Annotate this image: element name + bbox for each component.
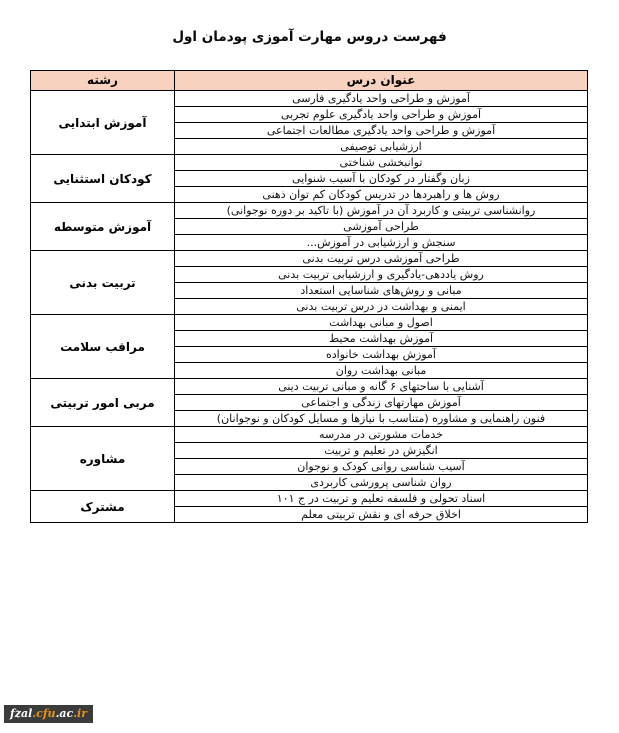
course-title-cell: سنجش و ارزشیابی در آموزش... [174,234,588,251]
course-title-cell: توانبخشی شناختی [174,154,588,171]
table-row: اصول و مبانی بهداشت مراقب سلامت [30,314,588,379]
course-title-cell: اخلاق حرفه ای و نقش تربیتی معلم [174,506,588,523]
course-title-cell: اسناد تحولی و فلسفه تعلیم و تربیت در ج ۱… [174,490,588,507]
course-title-cell: طراحی آموزشی [174,218,588,235]
table-row: روانشناسی تربیتی و کاربرد آن در آموزش (ب… [30,202,588,251]
watermark-part-4: .ir [73,707,88,720]
course-title-cell: آموزش مهارتهای زندگی و اجتماعی [174,394,588,411]
courses-table-container: عنوان درس رشته آموزش و طراحی واحد یادگیر… [30,70,588,523]
watermark-part-2: .cfu [32,707,56,720]
table-row: روش ها و راهبردها در تدریس کودکان کم توا… [31,186,588,203]
course-title-cell: طراحی آموزشی درس تربیت بدنی [174,250,588,267]
table-row: اخلاق حرفه ای و نقش تربیتی معلم [31,506,588,523]
course-title-cell: روانشناسی تربیتی و کاربرد آن در آموزش (ب… [174,202,588,219]
field-name-cell: کودکان استثنایی [30,154,175,203]
course-title-cell: روان شناسی پرورشی کاربردی [174,474,588,491]
course-title-cell: انگیزش در تعلیم و تربیت [174,442,588,459]
site-watermark: fzal.cfu.ac.ir [4,705,94,723]
field-name-cell: مربی امور تربیتی [30,378,175,427]
course-title-cell: آموزش بهداشت محیط [174,330,588,347]
field-name-cell: تربیت بدنی [30,250,175,315]
course-title-cell: آموزش بهداشت خانواده [174,346,588,363]
table-row: مبانی بهداشت روان [31,362,588,379]
field-name-cell: آموزش ابتدایی [30,90,175,155]
course-title-cell: زبان وگفتار در کودکان با آسیب شنوایی [174,170,588,187]
header-course-title: عنوان درس [174,70,588,91]
table-row: طراحی آموزشی درس تربیت بدنی تربیت بدنی [30,250,588,315]
table-row: آسیب شناسی روانی کودک و نوجوان [31,458,588,475]
course-title-cell: ارزشیابی توصیفی [174,138,588,155]
field-name-cell: مراقب سلامت [30,314,175,379]
course-title-cell: مبانی بهداشت روان [174,362,588,379]
header-field: رشته [30,70,175,91]
course-title-cell: آموزش و طراحی واحد یادگیری مطالعات اجتما… [174,122,588,139]
field-name-cell: مشترک [30,490,175,523]
header-row: عنوان درس رشته [30,70,588,91]
table-row: خدمات مشورتی در مدرسه مشاوره [30,426,588,491]
table-header: عنوان درس رشته [30,70,588,91]
course-title-cell: فنون راهنمایی و مشاوره (متناسب با نیازها… [174,410,588,427]
table-body: آموزش و طراحی واحد یادگیری فارسی آموزش اب… [30,90,588,523]
watermark-part-3: .ac [55,707,74,720]
watermark-part-1: fzal [10,707,33,720]
table-row: آشنایی با ساحتهای ۶ گانه و مبانی تربیت د… [30,378,588,427]
course-title-cell: اصول و مبانی بهداشت [174,314,588,331]
table-row: روان شناسی پرورشی کاربردی [31,474,588,491]
course-title-cell: ایمنی و بهداشت در درس تربیت بدنی [174,298,588,315]
field-name-cell: آموزش متوسطه [30,202,175,251]
course-title-cell: آسیب شناسی روانی کودک و نوجوان [174,458,588,475]
course-title-cell: روش یاددهی-یادگیری و ارزشیابی تربیت بدنی [174,266,588,283]
course-title-cell: مبانی و روش‌های شناسایی استعداد [174,282,588,299]
field-name-cell: مشاوره [30,426,175,491]
table-row: توانبخشی شناختی کودکان استثنایی [30,154,588,203]
course-title-cell: خدمات مشورتی در مدرسه [174,426,588,443]
table-row: آموزش و طراحی واحد یادگیری فارسی آموزش اب… [30,90,588,155]
course-title-cell: آشنایی با ساحتهای ۶ گانه و مبانی تربیت د… [174,378,588,395]
table-row: آموزش مهارتهای زندگی و اجتماعی [31,394,588,411]
course-title-cell: آموزش و طراحی واحد یادگیری فارسی [174,90,588,107]
courses-table: عنوان درس رشته آموزش و طراحی واحد یادگیر… [30,70,588,523]
table-row: انگیزش در تعلیم و تربیت [31,442,588,459]
course-title-cell: آموزش و طراحی واحد یادگیری علوم تجربی [174,106,588,123]
page-title: فهرست دروس مهارت آموزی پودمان اول [172,29,447,45]
course-title-cell: روش ها و راهبردها در تدریس کودکان کم توا… [174,186,588,203]
table-row: اسناد تحولی و فلسفه تعلیم و تربیت در ج ۱… [30,490,588,523]
table-row: مبانی و روش‌های شناسایی استعداد [31,282,588,299]
